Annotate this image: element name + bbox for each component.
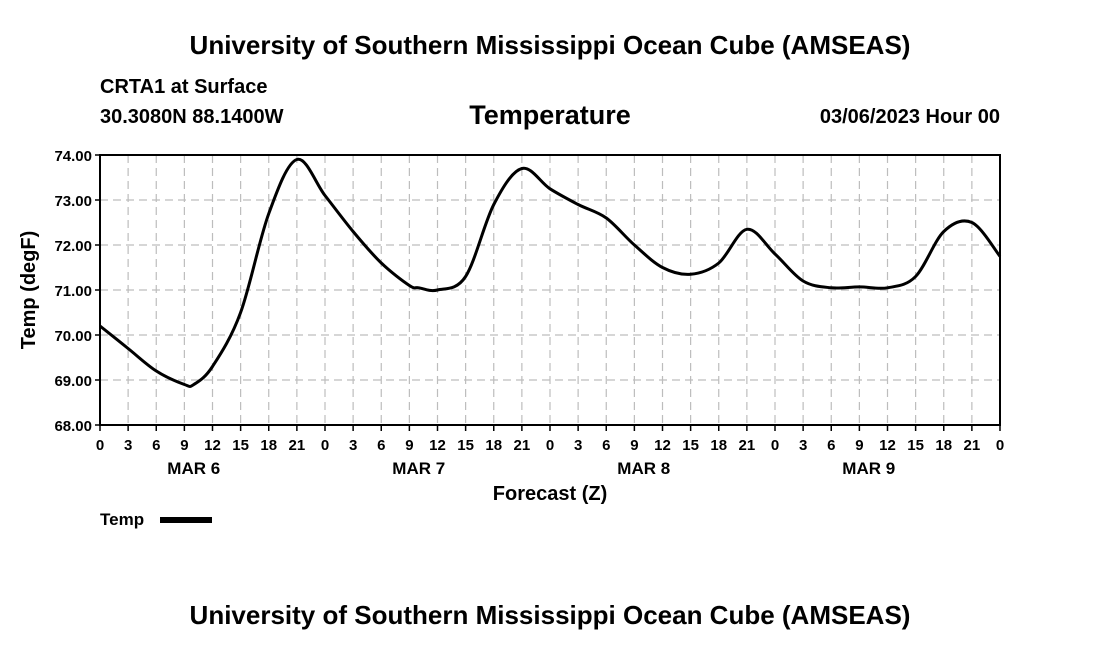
x-tick-label: 6 <box>602 437 610 454</box>
x-tick-label: 18 <box>485 437 502 454</box>
station-label: CRTA1 at Surface <box>100 76 268 98</box>
grid <box>100 155 1000 425</box>
y-tick-label: 69.00 <box>54 373 92 390</box>
x-tick-label: 0 <box>546 437 554 454</box>
x-tick-label: 9 <box>405 437 413 454</box>
footer-title: University of Southern Mississippi Ocean… <box>189 600 911 630</box>
x-tick-label: 0 <box>96 437 104 454</box>
x-tick-label: 6 <box>827 437 835 454</box>
x-tick-label: 3 <box>349 437 357 454</box>
x-tick-label: 9 <box>180 437 188 454</box>
x-tick-label: 6 <box>377 437 385 454</box>
day-label: MAR 9 <box>842 459 895 478</box>
x-tick-label: 21 <box>514 437 531 454</box>
x-tick-label: 15 <box>457 437 474 454</box>
x-tick-label: 0 <box>771 437 779 454</box>
x-tick-label: 15 <box>907 437 924 454</box>
y-tick-label: 72.00 <box>54 238 92 255</box>
x-tick-label: 0 <box>996 437 1004 454</box>
x-tick-label: 3 <box>574 437 582 454</box>
y-tick-label: 68.00 <box>54 418 92 435</box>
coordinates-label: 30.3080N 88.1400W <box>100 106 284 128</box>
x-tick-label: 18 <box>935 437 952 454</box>
x-tick-label: 15 <box>232 437 249 454</box>
day-label: MAR 7 <box>392 459 445 478</box>
x-tick-label: 21 <box>289 437 306 454</box>
x-tick-label: 0 <box>321 437 329 454</box>
y-tick-label: 74.00 <box>54 148 92 165</box>
x-tick-label: 21 <box>739 437 756 454</box>
x-tick-label: 18 <box>260 437 277 454</box>
x-tick-label: 21 <box>964 437 981 454</box>
date-hour-label: 03/06/2023 Hour 00 <box>819 106 1000 128</box>
y-axis-label: Temp (degF) <box>18 231 40 350</box>
page-title: University of Southern Mississippi Ocean… <box>189 30 911 60</box>
x-tick-label: 12 <box>879 437 896 454</box>
y-tick-label: 73.00 <box>54 193 92 210</box>
x-tick-label: 12 <box>429 437 446 454</box>
y-tick-label: 71.00 <box>54 283 92 300</box>
x-tick-label: 9 <box>855 437 863 454</box>
day-label: MAR 6 <box>167 459 220 478</box>
x-tick-label: 12 <box>204 437 221 454</box>
x-tick-label: 3 <box>799 437 807 454</box>
x-tick-label: 12 <box>654 437 671 454</box>
y-tick-label: 70.00 <box>54 328 92 345</box>
legend-label: Temp <box>100 510 144 529</box>
x-tick-label: 18 <box>710 437 727 454</box>
x-tick-label: 3 <box>124 437 132 454</box>
x-tick-label: 9 <box>630 437 638 454</box>
x-axis-label: Forecast (Z) <box>493 483 607 505</box>
x-tick-label: 15 <box>682 437 699 454</box>
day-label: MAR 8 <box>617 459 670 478</box>
temp-series-line <box>99 157 1002 388</box>
x-tick-label: 6 <box>152 437 160 454</box>
parameter-title: Temperature <box>469 100 631 130</box>
